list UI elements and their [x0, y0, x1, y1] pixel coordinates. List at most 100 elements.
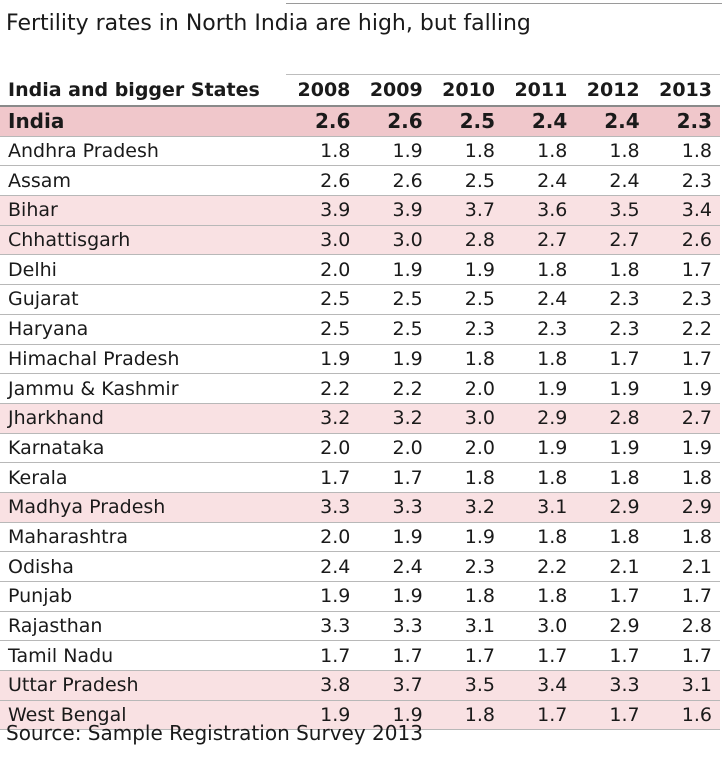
rate-cell-2012: 2.9	[575, 611, 648, 642]
table-row: Delhi 2.0 1.9 1.9 1.8 1.8 1.7	[0, 254, 720, 286]
rate-cell-2013: 1.7	[647, 581, 720, 612]
rate-cell-2013: 2.1	[647, 551, 720, 582]
table-row: Haryana 2.5 2.5 2.3 2.3 2.3 2.2	[0, 314, 720, 345]
state-name-cell: Kerala	[0, 462, 287, 493]
state-name-cell: Odisha	[0, 551, 287, 582]
state-name-cell: Assam	[0, 165, 287, 197]
rate-cell-2010: 3.7	[430, 195, 504, 226]
table-row: Bihar 3.9 3.9 3.7 3.6 3.5 3.4	[0, 195, 720, 226]
state-name-cell: Himachal Pradesh	[0, 344, 287, 375]
chart-title: Fertility rates in North India are high,…	[6, 11, 531, 36]
rate-cell-2010: 2.5	[430, 106, 504, 137]
table-body: India 2.6 2.6 2.5 2.4 2.4 2.3 Andhra Pradesh 1.8…	[0, 106, 720, 731]
header-row: India and bigger States 2008 2009 2010 2…	[0, 74, 720, 107]
rate-cell-2008: 2.6	[286, 106, 359, 137]
rate-cell-2009: 3.7	[358, 670, 431, 701]
rate-cell-2013: 1.7	[647, 254, 720, 286]
rate-cell-2013: 1.8	[647, 462, 720, 493]
table-row: Punjab 1.9 1.9 1.8 1.8 1.7 1.7	[0, 581, 720, 612]
rate-cell-2013: 2.9	[647, 492, 720, 523]
table-row: Gujarat 2.5 2.5 2.5 2.4 2.3 2.3	[0, 284, 720, 315]
state-name-cell: Delhi	[0, 254, 287, 286]
rate-cell-2012: 1.7	[575, 344, 648, 375]
state-name-cell: Punjab	[0, 581, 287, 612]
rate-cell-2009: 3.0	[358, 225, 431, 256]
year-header-2011: 2011	[503, 74, 576, 107]
state-name-cell: Karnataka	[0, 433, 287, 464]
rate-cell-2011: 1.8	[503, 344, 576, 375]
table-row: Karnataka 2.0 2.0 2.0 1.9 1.9 1.9	[0, 433, 720, 464]
rate-cell-2012: 2.7	[575, 225, 648, 256]
state-name-cell: Bihar	[0, 195, 287, 226]
rate-cell-2009: 1.9	[358, 344, 431, 375]
rate-cell-2012: 2.4	[575, 106, 648, 137]
state-name-cell: Gujarat	[0, 284, 287, 315]
rate-cell-2011: 2.9	[503, 403, 576, 434]
rate-cell-2013: 2.8	[647, 611, 720, 642]
table-row: Tamil Nadu 1.7 1.7 1.7 1.7 1.7 1.7	[0, 640, 720, 672]
rate-cell-2008: 2.5	[286, 284, 359, 315]
rate-cell-2012: 1.8	[575, 254, 648, 286]
rate-cell-2009: 3.3	[358, 611, 431, 642]
rate-cell-2008: 3.9	[286, 195, 359, 226]
rate-cell-2013: 1.6	[647, 700, 720, 731]
rate-cell-2010: 2.8	[430, 225, 504, 256]
rate-cell-2011: 1.8	[503, 136, 576, 167]
table-row: Assam 2.6 2.6 2.5 2.4 2.4 2.3	[0, 165, 720, 197]
rate-cell-2012: 1.7	[575, 581, 648, 612]
state-name-cell: India	[0, 106, 287, 137]
rate-cell-2012: 3.5	[575, 195, 648, 226]
rate-cell-2008: 1.7	[286, 640, 359, 672]
rate-cell-2010: 1.9	[430, 254, 504, 286]
rate-cell-2012: 1.8	[575, 136, 648, 167]
rate-cell-2008: 2.0	[286, 254, 359, 286]
rate-cell-2010: 1.9	[430, 522, 504, 553]
rate-cell-2009: 3.2	[358, 403, 431, 434]
rate-cell-2008: 1.9	[286, 700, 359, 731]
rate-cell-2010: 2.3	[430, 551, 504, 582]
year-header-2009: 2009	[358, 74, 431, 107]
rate-cell-2012: 1.7	[575, 700, 648, 731]
rate-cell-2011: 2.7	[503, 225, 576, 256]
rate-cell-2010: 1.8	[430, 462, 504, 493]
rate-cell-2009: 1.9	[358, 581, 431, 612]
year-header-2013: 2013	[647, 74, 720, 107]
year-header-2008: 2008	[286, 74, 359, 107]
table-row: Maharashtra 2.0 1.9 1.9 1.8 1.8 1.8	[0, 522, 720, 553]
rate-cell-2013: 1.9	[647, 433, 720, 464]
rate-cell-2008: 2.0	[286, 433, 359, 464]
year-header-2012: 2012	[575, 74, 648, 107]
rate-cell-2008: 3.0	[286, 225, 359, 256]
rate-cell-2008: 1.7	[286, 462, 359, 493]
rate-cell-2010: 2.0	[430, 373, 504, 404]
state-name-cell: West Bengal	[0, 700, 287, 731]
rate-cell-2009: 2.5	[358, 314, 431, 345]
state-name-cell: Andhra Pradesh	[0, 136, 287, 167]
table-row: Rajasthan 3.3 3.3 3.1 3.0 2.9 2.8	[0, 611, 720, 642]
rate-cell-2009: 1.9	[358, 136, 431, 167]
rate-cell-2010: 1.8	[430, 344, 504, 375]
rate-cell-2009: 1.7	[358, 462, 431, 493]
state-name-cell: Tamil Nadu	[0, 640, 287, 672]
rate-cell-2010: 3.1	[430, 611, 504, 642]
rate-cell-2009: 2.6	[358, 165, 431, 197]
table-header: India and bigger States 2008 2009 2010 2…	[0, 74, 720, 107]
rate-cell-2013: 2.6	[647, 225, 720, 256]
rate-cell-2009: 2.0	[358, 433, 431, 464]
state-name-cell: Chhattisgarh	[0, 225, 287, 256]
rate-cell-2011: 1.8	[503, 522, 576, 553]
rate-cell-2013: 3.4	[647, 195, 720, 226]
rate-cell-2009: 1.9	[358, 522, 431, 553]
rate-cell-2008: 1.9	[286, 581, 359, 612]
table-row: Jammu & Kashmir 2.2 2.2 2.0 1.9 1.9 1.9	[0, 373, 720, 404]
rate-cell-2010: 1.8	[430, 581, 504, 612]
rate-cell-2010: 1.8	[430, 136, 504, 167]
table-row: Madhya Pradesh 3.3 3.3 3.2 3.1 2.9 2.9	[0, 492, 720, 523]
rate-cell-2013: 2.3	[647, 284, 720, 315]
state-name-cell: Rajasthan	[0, 611, 287, 642]
fertility-table: India and bigger States 2008 2009 2010 2…	[0, 74, 720, 731]
rate-cell-2012: 1.7	[575, 640, 648, 672]
rate-cell-2010: 1.7	[430, 640, 504, 672]
rate-cell-2012: 2.1	[575, 551, 648, 582]
table-row: West Bengal 1.9 1.9 1.8 1.7 1.7 1.6	[0, 700, 720, 731]
